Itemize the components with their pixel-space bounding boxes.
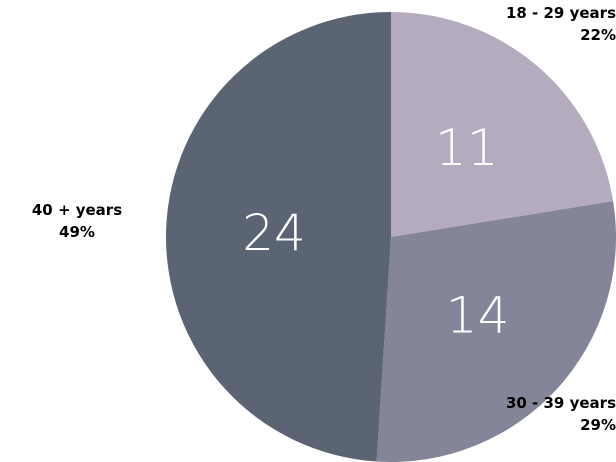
slice-label-percent: 49% — [59, 223, 95, 241]
slices-layer — [165, 12, 616, 462]
slice-label-percent: 22% — [580, 26, 616, 44]
slice-label-18-29-years: 18 - 29 years 22% — [506, 4, 616, 44]
slice-value-18-29-years: 11 — [435, 119, 499, 177]
slice-values-layer: 11 14 24 — [242, 119, 509, 345]
slice-value-40-plus-years: 24 — [242, 204, 306, 262]
slice-label-name: 30 - 39 years — [506, 394, 616, 412]
pie-slice-40-plus-years — [165, 12, 391, 462]
slice-label-percent: 29% — [580, 416, 616, 434]
pie-slice-30-39-years — [376, 201, 616, 462]
slice-value-30-39-years: 14 — [446, 287, 510, 345]
slice-label-name: 40 + years — [32, 201, 122, 219]
pie-slice-18-29-years — [391, 12, 614, 237]
slice-label-40-plus-years: 40 + years 49% — [32, 201, 122, 241]
slice-label-name: 18 - 29 years — [506, 4, 616, 22]
slice-label-30-39-years: 30 - 39 years 29% — [506, 394, 616, 434]
slice-labels-layer: 18 - 29 years 22% 30 - 39 years 29% 40 + yea… — [32, 4, 616, 434]
